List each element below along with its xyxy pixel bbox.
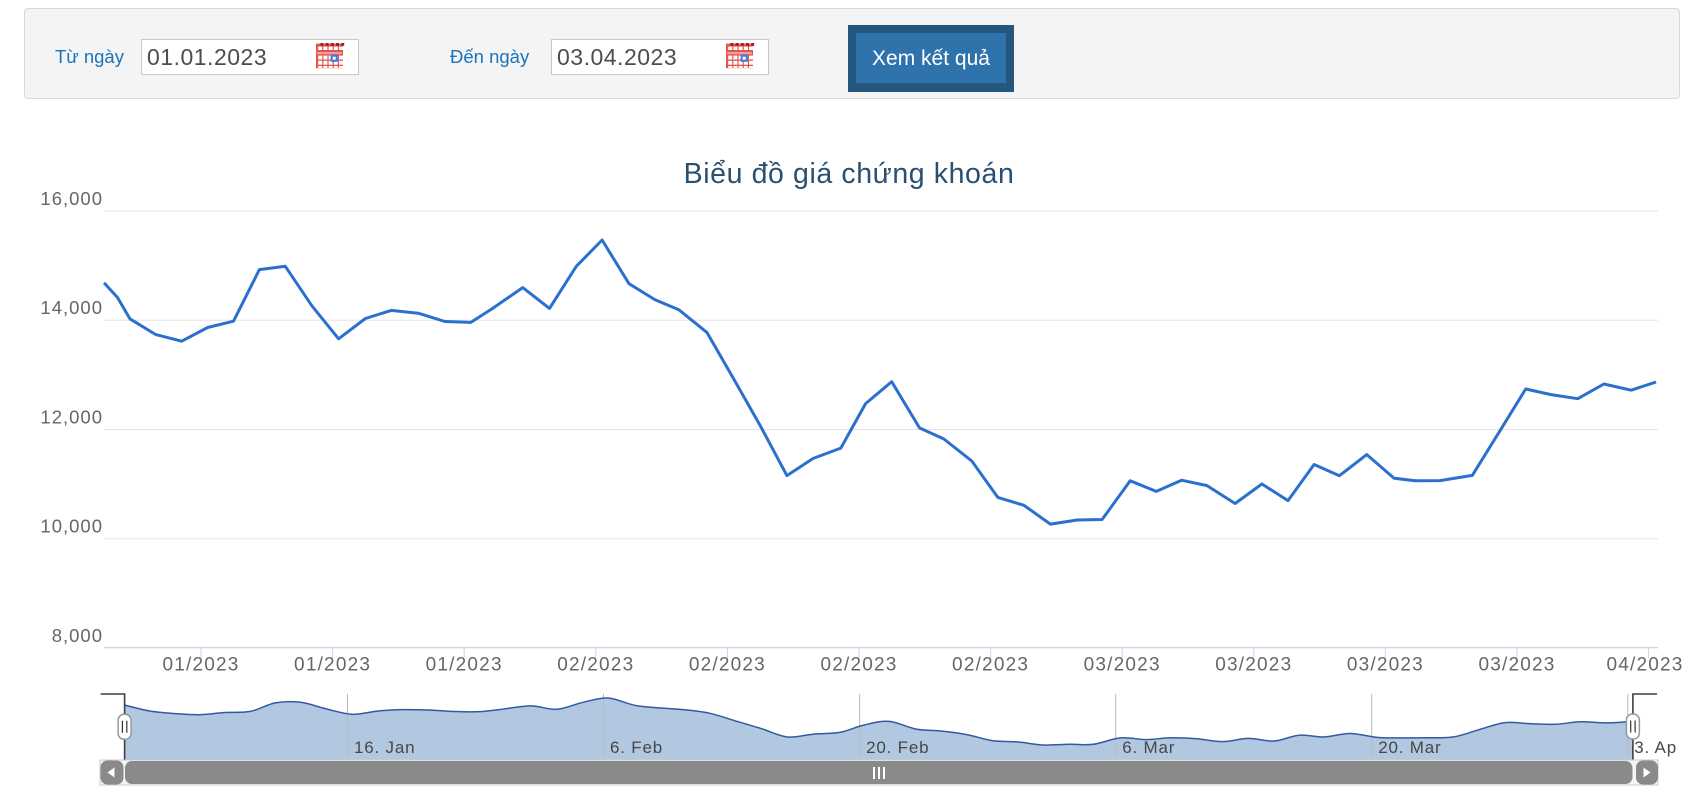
svg-text:6. Mar: 6. Mar [1122,738,1175,757]
svg-text:16. Jan: 16. Jan [354,738,415,757]
svg-text:8,000: 8,000 [52,625,103,646]
svg-text:01/2023: 01/2023 [426,655,503,676]
svg-text:6. Feb: 6. Feb [610,738,663,757]
svg-text:03/2023: 03/2023 [1215,655,1292,676]
svg-text:3. Ap: 3. Ap [1634,738,1677,757]
svg-text:02/2023: 02/2023 [557,655,634,676]
svg-text:12,000: 12,000 [40,406,103,427]
svg-text:16,000: 16,000 [40,188,103,209]
svg-text:10,000: 10,000 [40,516,103,537]
svg-text:03/2023: 03/2023 [1084,655,1161,676]
svg-text:14,000: 14,000 [40,297,103,318]
svg-text:Biểu đồ giá chứng khoán: Biểu đồ giá chứng khoán [684,158,1015,190]
svg-text:02/2023: 02/2023 [952,655,1029,676]
svg-text:02/2023: 02/2023 [689,655,766,676]
svg-text:20. Mar: 20. Mar [1378,738,1441,757]
svg-text:20. Feb: 20. Feb [866,738,929,757]
svg-text:01/2023: 01/2023 [162,655,239,676]
svg-text:04/2023: 04/2023 [1606,655,1683,676]
svg-text:03/2023: 03/2023 [1478,655,1555,676]
svg-text:01/2023: 01/2023 [294,655,371,676]
svg-text:02/2023: 02/2023 [820,655,897,676]
svg-text:03/2023: 03/2023 [1347,655,1424,676]
